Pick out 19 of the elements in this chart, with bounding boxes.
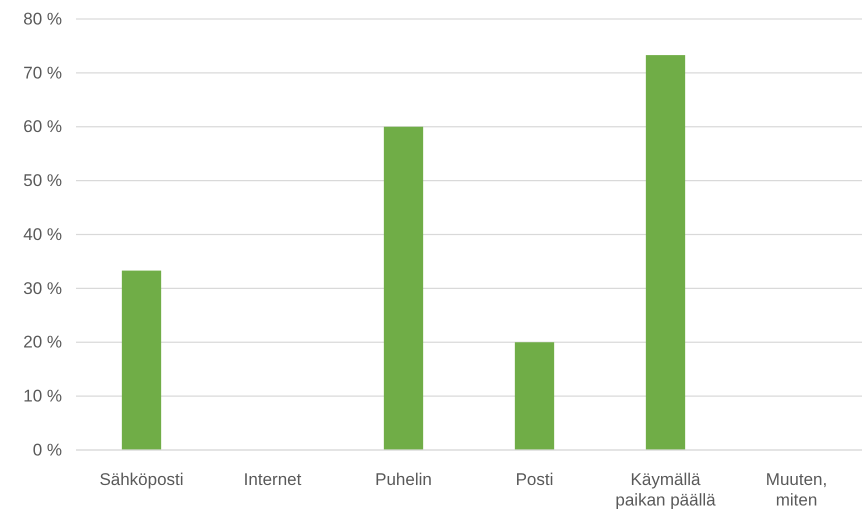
- bar: [514, 342, 554, 450]
- y-tick-label: 0 %: [32, 440, 62, 460]
- bar: [384, 126, 424, 450]
- x-tick-label: Puhelin: [375, 470, 432, 489]
- y-tick-label: 30 %: [23, 278, 62, 298]
- y-tick-label: 50 %: [23, 171, 62, 190]
- y-tick-label: 70 %: [23, 63, 62, 82]
- y-tick-label: 40 %: [23, 224, 62, 244]
- x-tick-label: Posti: [516, 470, 554, 489]
- x-tick-label: Sähköposti: [99, 470, 184, 489]
- x-tick-label: Internet: [244, 470, 302, 489]
- bar: [646, 55, 686, 450]
- y-tick-label: 20 %: [23, 332, 62, 352]
- x-tick-label: Käymällä paikan päällä: [615, 470, 716, 510]
- y-tick-label: 60 %: [23, 117, 62, 136]
- x-tick-label: Muuten, miten: [766, 470, 828, 510]
- y-tick-label: 80 %: [23, 9, 62, 28]
- bar: [122, 270, 162, 450]
- y-tick-label: 10 %: [23, 386, 62, 406]
